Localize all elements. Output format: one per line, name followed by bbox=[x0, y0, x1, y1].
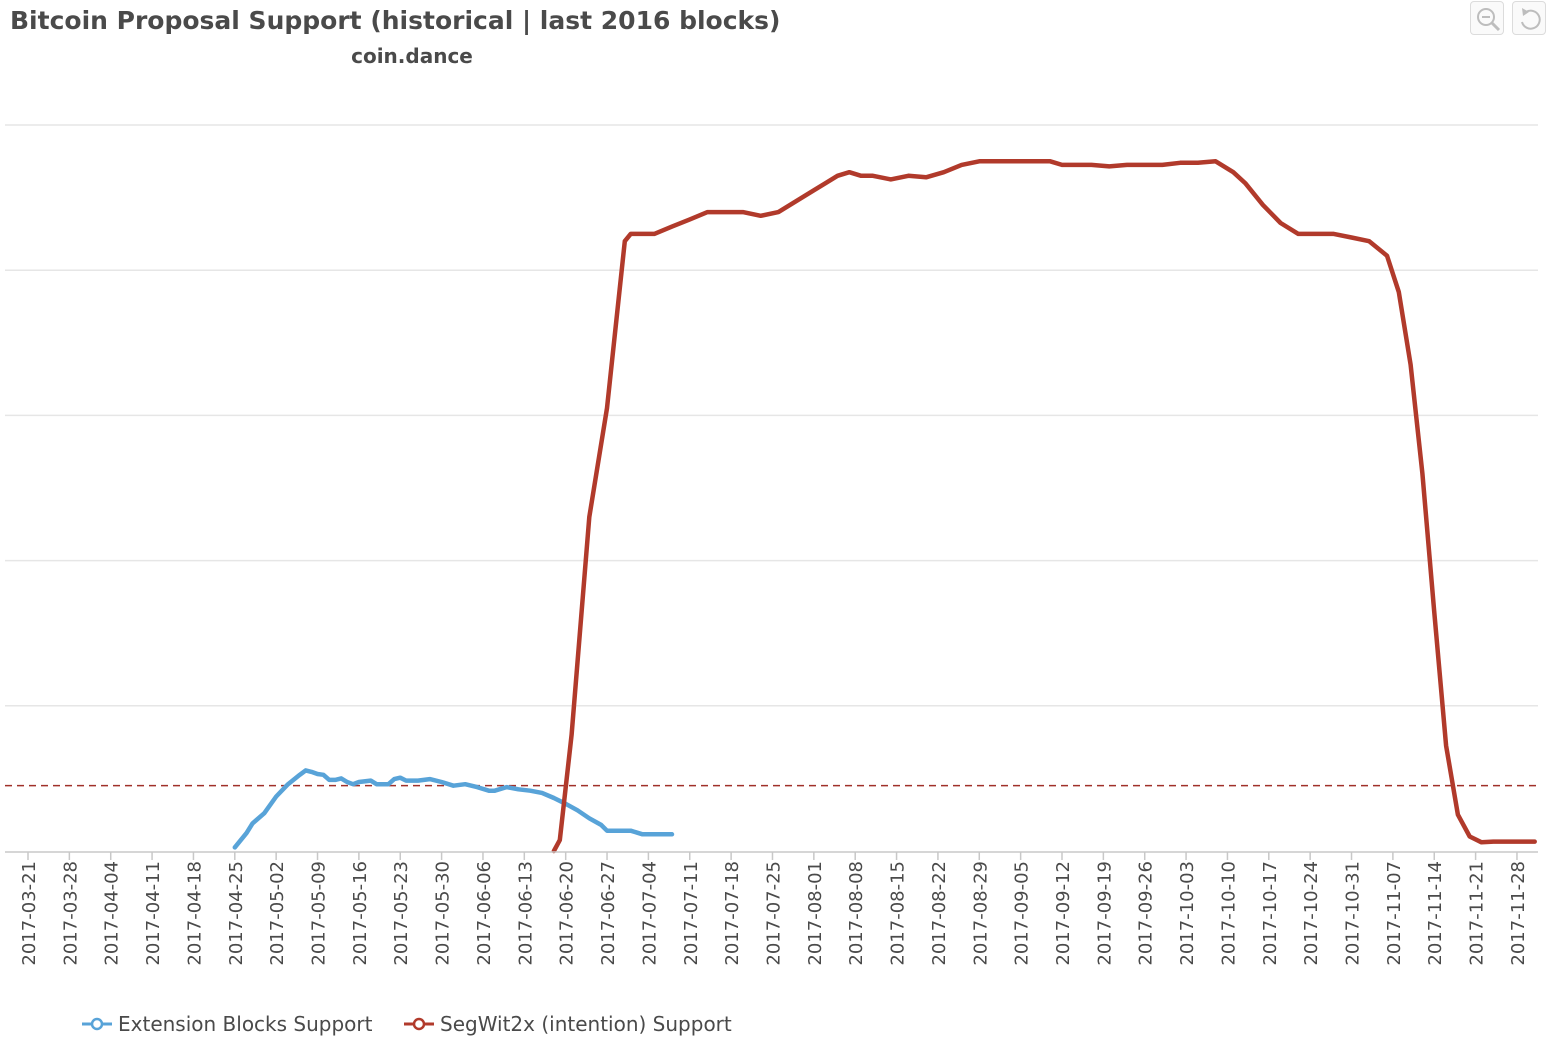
x-tick-label: 2017-06-27 bbox=[598, 861, 619, 966]
x-tick-label: 2017-10-31 bbox=[1343, 861, 1364, 966]
x-tick-label: 2017-07-11 bbox=[681, 861, 702, 966]
x-tick-label: 2017-10-03 bbox=[1177, 861, 1198, 966]
x-tick-label: 2017-10-24 bbox=[1301, 861, 1322, 966]
legend-marker-extension-blocks bbox=[82, 1017, 112, 1031]
x-tick-label: 2017-10-10 bbox=[1218, 861, 1239, 966]
chart-subtitle: coin.dance bbox=[351, 44, 473, 68]
x-tick-label: 2017-05-23 bbox=[391, 861, 412, 966]
x-tick-label: 2017-08-15 bbox=[888, 861, 909, 966]
legend-label-extension-blocks: Extension Blocks Support bbox=[118, 1012, 373, 1036]
x-tick-label: 2017-08-08 bbox=[846, 861, 867, 966]
x-tick-label: 2017-04-04 bbox=[102, 861, 123, 966]
series-layer bbox=[232, 159, 1537, 854]
x-tick-label: 2017-11-28 bbox=[1508, 861, 1529, 966]
zoom-icon bbox=[1477, 8, 1501, 32]
x-tick-label: 2017-08-01 bbox=[805, 861, 826, 966]
x-axis: 2017-03-21 2017-03-28 2017-04-04 2017-04-11… bbox=[5, 851, 1538, 966]
series-line-1 bbox=[551, 159, 1537, 854]
x-tick-label: 2017-08-29 bbox=[970, 861, 991, 966]
x-tick-label: 2017-06-20 bbox=[557, 861, 578, 966]
x-tick-label: 2017-09-26 bbox=[1136, 861, 1157, 966]
x-tick-label: 2017-09-05 bbox=[1012, 861, 1033, 966]
x-tick-label: 2017-04-11 bbox=[143, 861, 164, 966]
legend-item-extension-blocks[interactable]: Extension Blocks Support bbox=[82, 1010, 372, 1038]
reset-button[interactable] bbox=[1512, 1, 1546, 35]
x-tick-label: 2017-10-17 bbox=[1260, 861, 1281, 966]
x-tick-label: 2017-09-19 bbox=[1094, 861, 1115, 966]
zoom-button[interactable] bbox=[1470, 1, 1504, 35]
x-tick-label: 2017-03-21 bbox=[19, 861, 40, 966]
x-tick-label: 2017-07-25 bbox=[763, 861, 784, 966]
x-tick-label: 2017-03-28 bbox=[60, 861, 81, 966]
grid-lines bbox=[5, 124, 1538, 707]
x-tick-label: 2017-05-09 bbox=[309, 861, 330, 966]
x-tick-label: 2017-04-25 bbox=[226, 861, 247, 966]
legend-marker-segwit2x bbox=[404, 1017, 434, 1031]
x-tick-label: 2017-11-07 bbox=[1384, 861, 1405, 966]
chart-title: Bitcoin Proposal Support (historical | l… bbox=[10, 6, 781, 35]
x-tick-label: 2017-11-21 bbox=[1467, 861, 1488, 966]
x-tick-label: 2017-06-13 bbox=[515, 861, 536, 966]
legend-label-segwit2x: SegWit2x (intention) Support bbox=[440, 1012, 732, 1036]
series-line-0 bbox=[232, 768, 675, 850]
x-tick-label: 2017-07-04 bbox=[639, 861, 660, 966]
x-tick-label: 2017-04-18 bbox=[184, 861, 205, 966]
x-tick-label: 2017-05-16 bbox=[350, 861, 371, 966]
x-tick-label: 2017-11-14 bbox=[1425, 861, 1446, 966]
x-tick-label: 2017-06-06 bbox=[474, 861, 495, 966]
x-tick-label: 2017-09-12 bbox=[1053, 861, 1074, 966]
legend-item-segwit2x[interactable]: SegWit2x (intention) Support bbox=[404, 1010, 732, 1038]
x-tick-label: 2017-05-30 bbox=[433, 861, 454, 966]
x-tick-label: 2017-05-02 bbox=[267, 861, 288, 966]
reset-icon bbox=[1521, 8, 1541, 30]
x-tick-label: 2017-08-22 bbox=[929, 861, 950, 966]
x-tick-label: 2017-07-18 bbox=[722, 861, 743, 966]
